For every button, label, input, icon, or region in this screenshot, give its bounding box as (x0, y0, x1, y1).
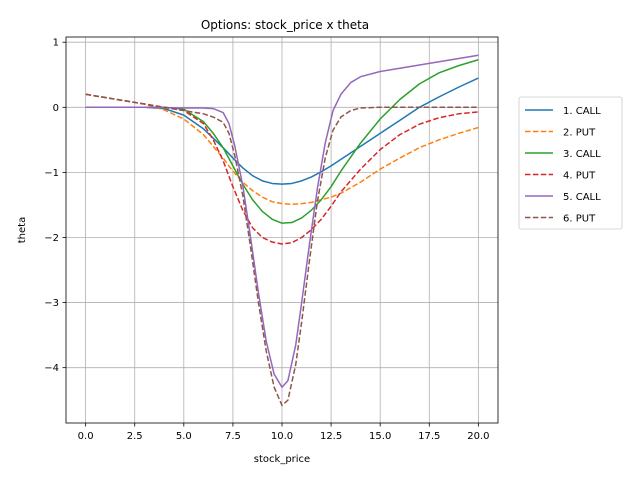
x-tick-label: 5.0 (176, 431, 192, 442)
legend-label-5: 5. CALL (563, 192, 601, 203)
y-tick-label: 1 (53, 38, 59, 49)
series-line-1 (85, 77, 479, 185)
x-tick-label: 15.0 (369, 431, 391, 442)
series-line-2 (85, 93, 479, 206)
x-tick-label: 0.0 (78, 431, 94, 442)
series-lines (85, 54, 479, 407)
y-tick-label: −4 (44, 363, 59, 374)
x-tick-label: 12.5 (320, 431, 342, 442)
series-line-3 (85, 59, 479, 224)
x-axis-ticks: 0.0 2.5 5.0 7.5 10.0 12.5 15.0 17.5 20.0 (78, 423, 489, 442)
y-axis-ticks: 1 0 −1 −2 −3 −4 (44, 38, 66, 374)
y-tick-label: −1 (44, 168, 59, 179)
series-line-5 (85, 54, 479, 388)
legend-label-4: 4. PUT (563, 171, 596, 182)
x-axis-label: stock_price (254, 454, 310, 465)
legend-label-2: 2. PUT (563, 128, 596, 139)
x-tick-label: 2.5 (127, 431, 143, 442)
x-tick-label: 20.0 (467, 431, 489, 442)
series-line-6 (85, 93, 479, 407)
x-tick-label: 7.5 (225, 431, 241, 442)
y-axis-label: theta (17, 217, 28, 243)
legend-label-1: 1. CALL (563, 106, 601, 117)
legend-label-3: 3. CALL (563, 149, 601, 160)
legend-label-6: 6. PUT (563, 214, 596, 225)
x-tick-label: 10.0 (271, 431, 293, 442)
y-tick-label: −2 (44, 233, 59, 244)
legend: 1. CALL 2. PUT 3. CALL 4. PUT 5. CALL 6. PUT (518, 96, 623, 230)
chart-title: Options: stock_price x theta (201, 18, 369, 32)
y-tick-label: 0 (53, 103, 59, 114)
y-tick-label: −3 (44, 298, 59, 309)
x-tick-label: 17.5 (418, 431, 440, 442)
